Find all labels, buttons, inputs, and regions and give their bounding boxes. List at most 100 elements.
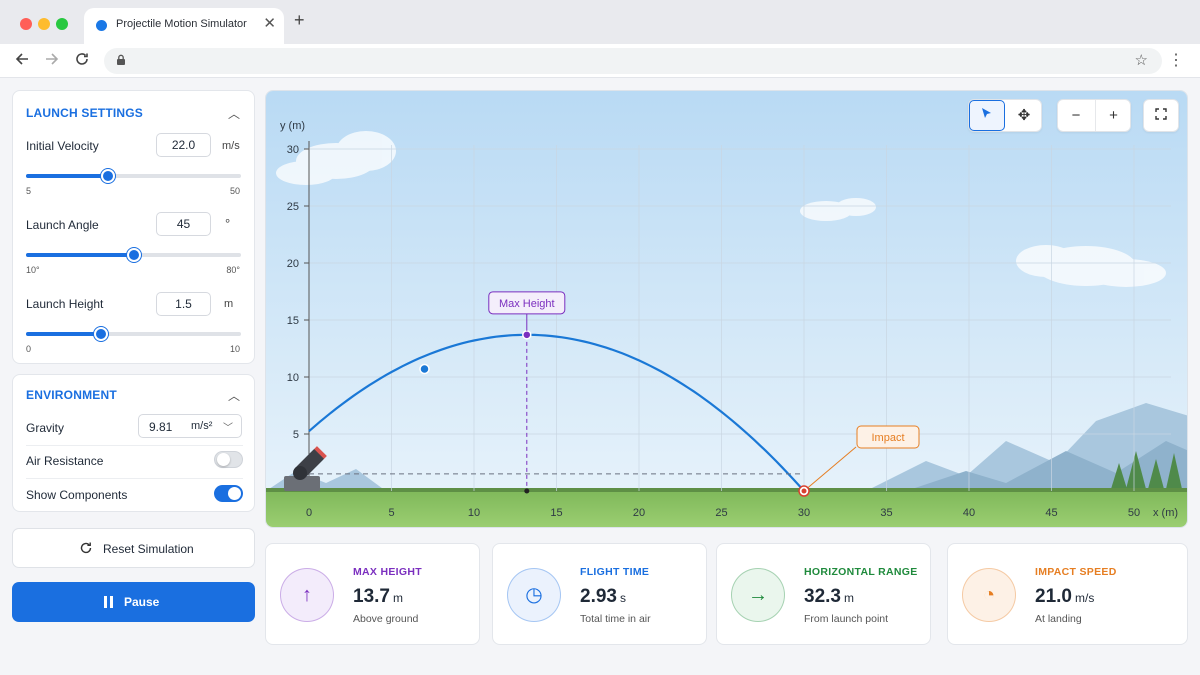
divider [26, 478, 243, 479]
address-bar[interactable]: ☆ [104, 48, 1162, 74]
simulation-canvas[interactable]: 0 5 10 15 20 25 30 35 40 45 50 5 10 15 20 25 30 y (m) x (m… [265, 90, 1188, 528]
slider-handle[interactable] [126, 248, 141, 262]
pan-tool-button[interactable]: ✥ [1006, 100, 1042, 131]
launch-height-label: Launch Height [26, 297, 104, 311]
minus-icon: − [1071, 107, 1081, 124]
clock-icon: ◷ [507, 568, 561, 622]
slider-handle[interactable] [100, 169, 115, 183]
trajectory-path [308, 333, 805, 492]
reset-icon [79, 541, 93, 558]
fullscreen-button[interactable] [1144, 100, 1178, 131]
zoom-in-button[interactable]: + [1095, 100, 1131, 131]
pointer-tool-button[interactable] [969, 100, 1005, 131]
speedometer-icon: ◔ [962, 568, 1016, 622]
slider-fill [26, 174, 108, 178]
cannon [284, 446, 327, 491]
tick-labels: 0 5 10 15 20 25 30 35 40 45 50 5 10 15 20 25 30 y (m) x (m… [280, 120, 1178, 519]
y-axis-label: y (m) [280, 120, 305, 132]
max-height-label: Max Height [499, 298, 555, 310]
stat-value: 13.7 m [353, 586, 403, 608]
angle-min: 10° [26, 265, 40, 275]
height-max: 10 [229, 344, 240, 354]
stat-subtitle: Above ground [353, 613, 419, 625]
browser-tab[interactable]: Projectile Motion Simulator ✕ [84, 8, 284, 44]
new-tab-button[interactable]: + [294, 10, 305, 30]
impact-label-box [856, 425, 920, 449]
stat-title: HORIZONTAL RANGE [804, 566, 918, 578]
show-components-toggle[interactable] [214, 485, 243, 502]
chevron-up-icon[interactable]: ︿ [227, 389, 240, 403]
slider-handle[interactable] [94, 327, 109, 341]
browser-toolbar: ☆ ⋮ [0, 44, 1200, 78]
browser-menu-icon[interactable]: ⋮ [1168, 52, 1184, 69]
stat-number: 32.3 [804, 586, 841, 607]
air-resistance-label: Air Resistance [26, 454, 104, 468]
environment-title: ENVIRONMENT [26, 388, 117, 402]
x-tick-label: 20 [633, 507, 645, 519]
x-tick-label: 30 [798, 507, 810, 519]
x-tick-label: 5 [388, 507, 394, 519]
impact-label: Impact [871, 432, 904, 444]
move-icon: ✥ [1017, 107, 1031, 124]
stat-unit: m [392, 591, 403, 605]
stat-card-max-height: ↑ MAX HEIGHT 13.7 m Above ground [265, 543, 480, 645]
stat-unit: m [843, 591, 854, 605]
gravity-select[interactable]: 9.81 m/s² ﹀ [138, 414, 242, 438]
lock-icon [116, 54, 126, 69]
tab-close-icon[interactable]: ✕ [263, 15, 276, 32]
launch-settings-panel: LAUNCH SETTINGS ︿ Initial Velocity 22.0 … [12, 90, 255, 364]
x-tick-label: 15 [550, 507, 562, 519]
initial-velocity-input[interactable]: 22.0 [156, 133, 211, 157]
pause-label: Pause [124, 595, 160, 609]
stat-subtitle: At landing [1035, 613, 1082, 625]
x-axis-label: x (m) [1153, 507, 1178, 519]
initial-velocity-slider[interactable] [26, 169, 241, 183]
stat-value: 32.3 m [804, 586, 854, 608]
forward-icon[interactable] [44, 51, 60, 72]
velocity-unit: m/s [222, 140, 240, 152]
back-icon[interactable] [14, 51, 30, 72]
reload-icon[interactable] [74, 51, 90, 72]
ground-edge [266, 488, 1187, 492]
zoom-out-button[interactable]: − [1058, 100, 1094, 131]
angle-max: 80° [226, 265, 240, 275]
reset-label: Reset Simulation [103, 542, 194, 556]
minimize-window-button[interactable] [38, 18, 50, 30]
stat-card-horizontal-range: → HORIZONTAL RANGE 32.3 m From launch poi… [716, 543, 931, 645]
pause-button[interactable]: Pause [12, 582, 255, 622]
stat-card-flight-time: ◷ FLIGHT TIME 2.93 s Total time in air [492, 543, 707, 645]
arrow-right-icon: → [731, 568, 785, 622]
height-min: 0 [26, 344, 32, 354]
y-tick-label: 15 [287, 315, 299, 327]
air-resistance-toggle[interactable] [214, 451, 243, 468]
max-height-point [522, 330, 532, 340]
stat-number: 13.7 [353, 586, 390, 607]
launch-height-input[interactable]: 1.5 [156, 292, 211, 316]
toggle-knob [217, 453, 230, 466]
trees [1111, 451, 1182, 489]
trajectory-chart: 0 5 10 15 20 25 30 35 40 45 50 5 10 15 20 25 30 y (m) x (m… [266, 91, 1187, 527]
show-components-label: Show Components [26, 488, 128, 502]
tab-favicon-icon [96, 20, 107, 31]
angle-unit: ° [225, 216, 231, 231]
stat-value: 21.0 m/s [1035, 586, 1094, 608]
y-tick-label: 30 [287, 144, 299, 156]
launch-settings-title: LAUNCH SETTINGS [26, 106, 143, 120]
y-tick-label: 10 [287, 372, 299, 384]
close-window-button[interactable] [20, 18, 32, 30]
max-height-foot-point [524, 488, 530, 494]
tab-title: Projectile Motion Simulator [116, 18, 247, 30]
plus-icon: + [1109, 107, 1118, 124]
launch-angle-input[interactable]: 45 [156, 212, 211, 236]
axes [304, 141, 310, 491]
launch-angle-slider[interactable] [26, 248, 241, 262]
height-unit: m [224, 298, 234, 310]
launch-height-slider[interactable] [26, 327, 241, 341]
maximize-window-button[interactable] [56, 18, 68, 30]
chevron-up-icon[interactable]: ︿ [227, 107, 240, 121]
arrow-up-icon: ↑ [280, 568, 334, 622]
x-tick-label: 45 [1045, 507, 1057, 519]
reset-simulation-button[interactable]: Reset Simulation [12, 528, 255, 568]
bookmark-star-icon[interactable]: ☆ [1134, 52, 1148, 69]
x-tick-label: 50 [1128, 507, 1140, 519]
